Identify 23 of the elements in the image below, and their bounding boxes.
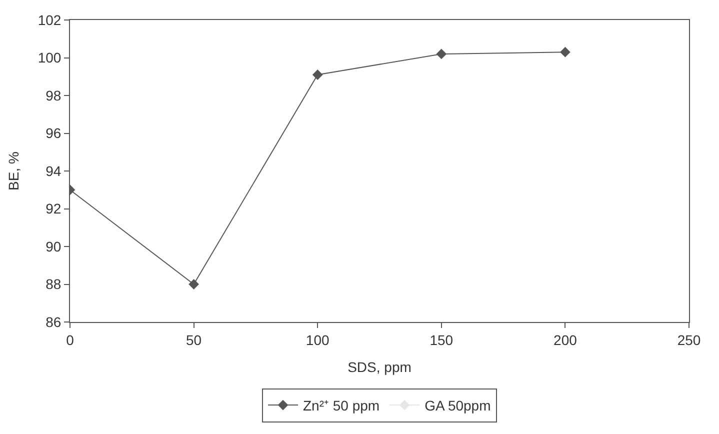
point [560, 46, 570, 58]
y-tick-label: 88 [46, 276, 62, 292]
point [436, 48, 447, 60]
x-tick-label: 0 [66, 332, 74, 348]
point [312, 70, 323, 80]
y-tick-label: 102 [38, 12, 62, 28]
x-tick-label: 50 [186, 332, 202, 348]
y-tick-label: 100 [38, 50, 62, 66]
point [188, 279, 199, 290]
y-tick-label: 90 [46, 238, 62, 254]
x-tick-label: 200 [554, 332, 578, 348]
x-axis-title: SDS, ppm [348, 359, 412, 376]
y-tick-label: 94 [46, 162, 62, 179]
legend-label: Zn²⁺ 50 ppm [303, 398, 380, 414]
y-axis-title: BE, % [5, 152, 22, 190]
x-tick-label: 150 [430, 332, 454, 348]
y-tick-label: 98 [46, 87, 62, 104]
y-tick-label: 86 [46, 314, 62, 330]
y-tick-label: 96 [46, 125, 62, 142]
x-tick-label: 250 [677, 332, 701, 348]
x-tick-label: 100 [306, 332, 330, 348]
y-tick-label: 92 [46, 200, 62, 217]
legend-label: GA 50ppm [424, 398, 491, 414]
